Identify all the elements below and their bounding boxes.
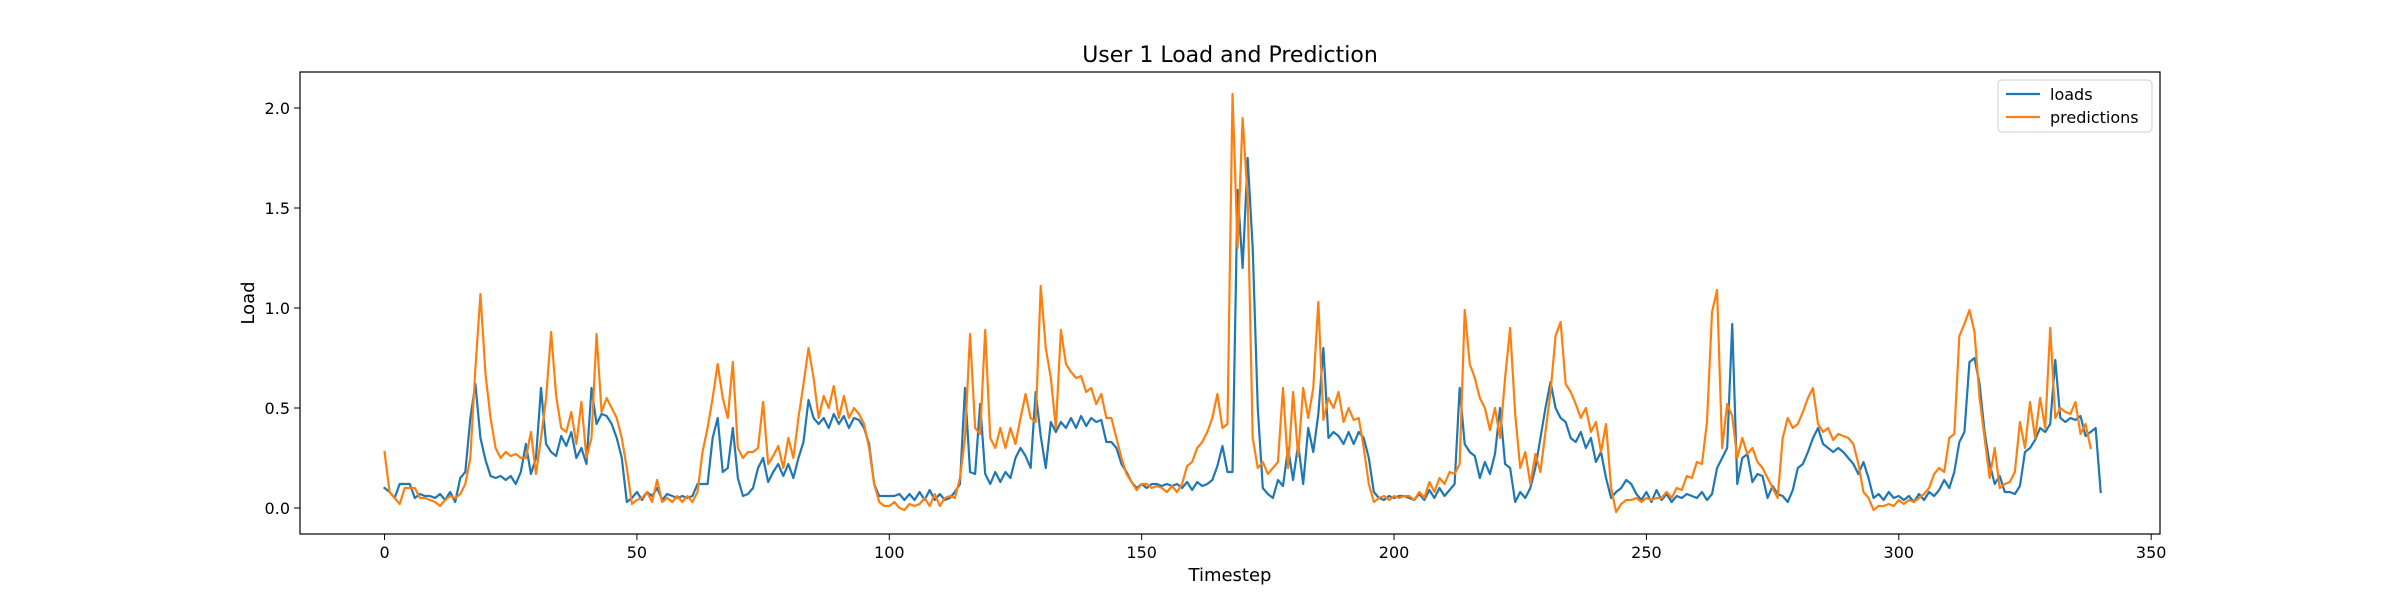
y-tick-label: 0.5 bbox=[265, 399, 290, 418]
chart-title: User 1 Load and Prediction bbox=[1082, 43, 1378, 68]
legend-label-loads: loads bbox=[2050, 85, 2093, 104]
plot-area bbox=[299, 71, 2161, 535]
x-tick-label: 250 bbox=[1631, 543, 1662, 562]
y-tick-label: 1.0 bbox=[265, 299, 290, 318]
y-tick-label: 0.0 bbox=[265, 499, 290, 518]
legend: loads predictions bbox=[1997, 79, 2153, 133]
x-tick-label: 200 bbox=[1379, 543, 1410, 562]
x-tick-label: 100 bbox=[874, 543, 905, 562]
legend-label-predictions: predictions bbox=[2050, 108, 2139, 127]
series-line-loads bbox=[383, 156, 2102, 504]
x-axis-label: Timestep bbox=[1188, 565, 1272, 586]
y-tick-label: 2.0 bbox=[265, 99, 290, 118]
y-axis: 0.0 0.5 1.0 1.5 2.0 bbox=[265, 99, 300, 518]
x-tick-label: 50 bbox=[627, 543, 647, 562]
x-tick-label: 350 bbox=[2136, 543, 2167, 562]
y-tick-label: 1.5 bbox=[265, 199, 290, 218]
plot-frame bbox=[299, 71, 2161, 535]
series-layer bbox=[383, 92, 2102, 514]
x-tick-label: 300 bbox=[1884, 543, 1915, 562]
x-tick-label: 0 bbox=[379, 543, 389, 562]
x-axis: 0 50 100 150 200 250 300 350 bbox=[379, 534, 2166, 562]
x-tick-label: 150 bbox=[1126, 543, 1157, 562]
series-line-predictions bbox=[383, 92, 2092, 514]
y-axis-label: Load bbox=[238, 281, 259, 324]
